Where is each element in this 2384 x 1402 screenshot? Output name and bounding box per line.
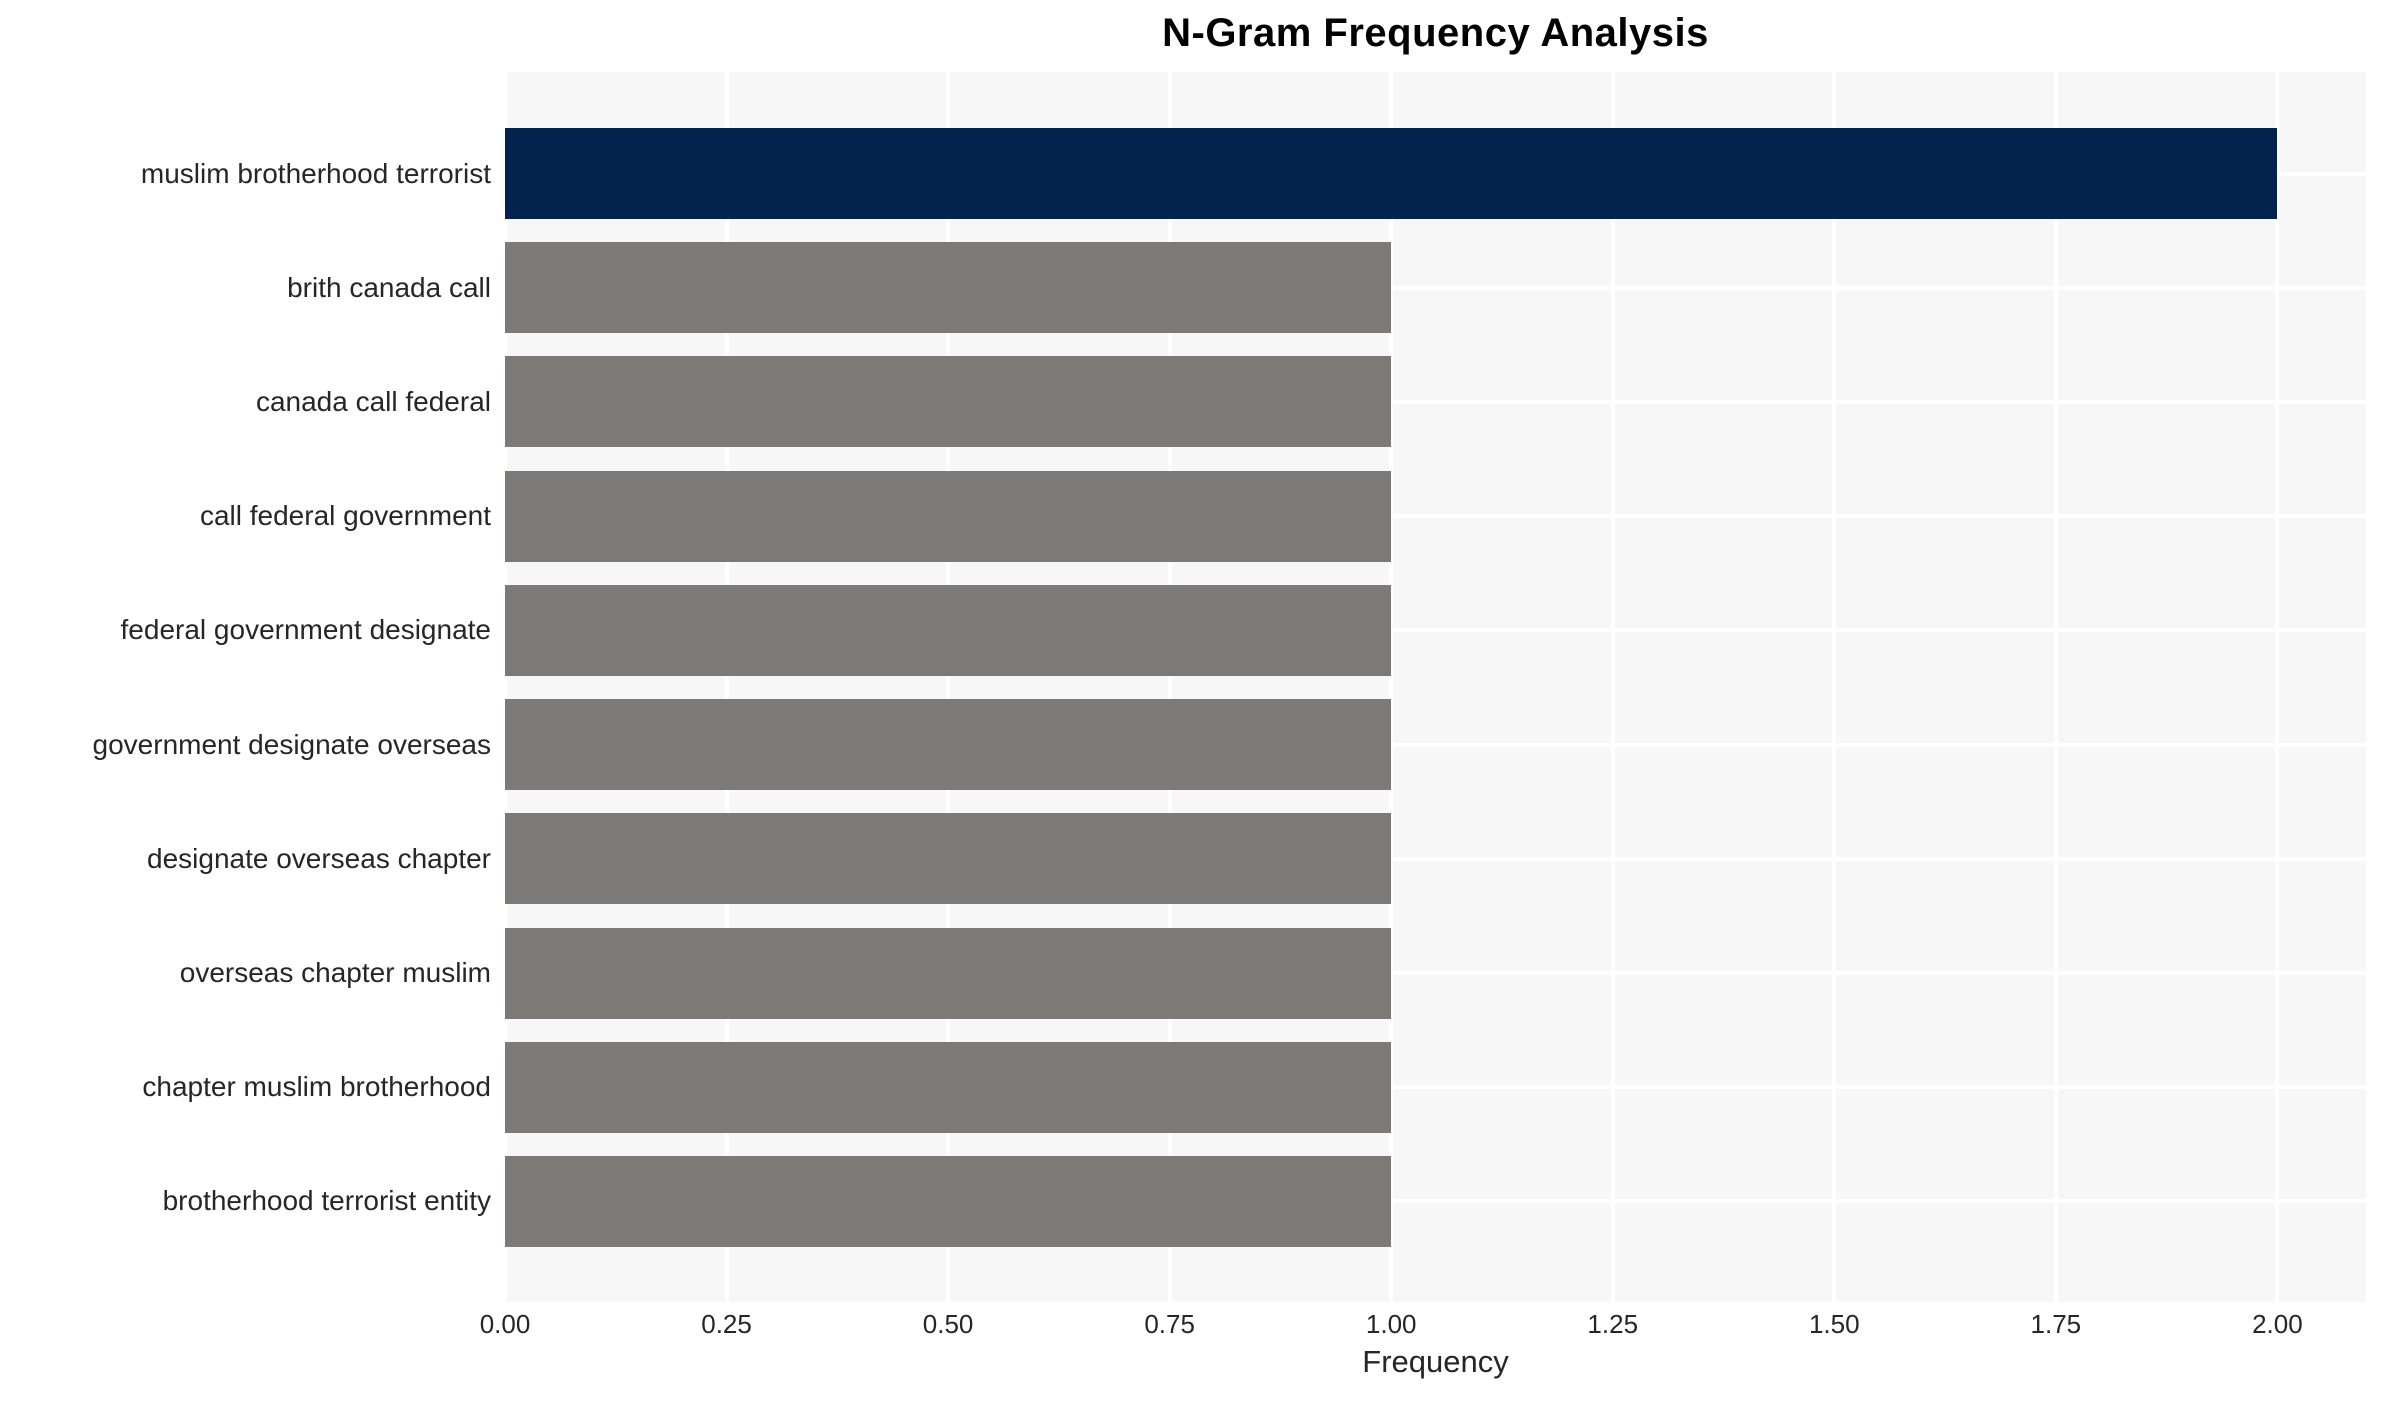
bar-track [505,1155,2366,1247]
y-gridline [505,628,2366,633]
x-gridline [1389,72,1394,1302]
x-gridline [503,72,507,1302]
x-tick-label: 0.50 [922,1309,974,1339]
y-axis-category-label: chapter muslim brotherhood [142,1071,491,1103]
bar [505,584,1392,676]
y-gridline [505,856,2366,861]
x-gridline [1832,72,1837,1302]
y-axis-category-label: government designate overseas [92,728,491,760]
y-axis-category-label: federal government designate [120,614,491,646]
bar-track [505,242,2366,334]
x-tick-label: 0.75 [1144,1309,1195,1339]
bar [505,927,1392,1019]
x-tick-labels: 0.00 0.25 0.50 0.75 1.00 1.25 1.50 1.75 2.00 [480,1309,2366,1341]
y-axis-category-label: canada call federal [255,385,491,417]
y-gridline [505,971,2366,976]
x-axis-label: Frequency [1362,1344,1509,1379]
bar-track [505,927,2366,1019]
y-gridline [505,1199,2366,1204]
x-tick-label: 1.00 [1365,1309,1417,1339]
bar-row: muslim brotherhood terrorist [0,128,2366,219]
bar-row: overseas chapter muslim [0,927,2366,1019]
y-axis-category-label: overseas chapter muslim [179,957,491,989]
y-gridline [505,514,2366,519]
y-axis-category-label: designate overseas chapter [147,842,491,874]
bar [505,699,1392,791]
bar [505,356,1392,448]
bar-row: canada call federal [0,356,2366,448]
x-gridline [724,72,729,1302]
bar [505,242,1392,334]
y-axis-category-label: call federal government [199,500,491,532]
x-tick-label: 2.00 [2252,1309,2303,1339]
bar-track [505,584,2366,676]
y-gridline [505,1085,2366,1090]
bar-row: federal government designate [0,584,2366,676]
bar-track [505,699,2366,791]
x-tick-label: 1.75 [2030,1309,2082,1339]
bars-and-labels: muslim brotherhood terrorist brith canada… [0,72,2366,1302]
y-axis-category-label: brotherhood terrorist entity [162,1185,491,1217]
bar-track [505,356,2366,448]
bar [505,1155,1392,1247]
x-tick-label: 1.25 [1587,1309,1639,1339]
bar-row: chapter muslim brotherhood [0,1041,2366,1133]
bar-row: government designate overseas [0,699,2366,791]
bar-row: designate overseas chapter [0,813,2366,905]
y-gridline [505,285,2366,290]
x-gridline [1167,72,1172,1302]
y-axis-category-label: brith canada call [287,271,491,303]
bar [505,470,1392,562]
y-gridline [505,399,2366,404]
chart-title: N-Gram Frequency Analysis [1162,11,1709,55]
x-gridline [1610,72,1615,1302]
x-gridline [2053,72,2058,1302]
bar-track [505,813,2366,905]
bar-track [505,1041,2366,1133]
bar-track [505,470,2366,562]
bar [505,813,1392,905]
bar-row: brotherhood terrorist entity [0,1155,2366,1247]
bar [505,1041,1392,1133]
bar [505,128,2278,219]
x-tick-label: 0.00 [479,1309,531,1339]
bar-track [505,128,2366,219]
x-gridline [946,72,951,1302]
bar-row: brith canada call [0,242,2366,334]
y-gridline [505,742,2366,747]
bar-row: call federal government [0,470,2366,562]
x-tick-label: 1.50 [1808,1309,1860,1339]
y-axis-category-label: muslim brotherhood terrorist [140,157,491,189]
x-tick-label: 0.25 [701,1309,752,1339]
x-gridline [2275,72,2280,1302]
